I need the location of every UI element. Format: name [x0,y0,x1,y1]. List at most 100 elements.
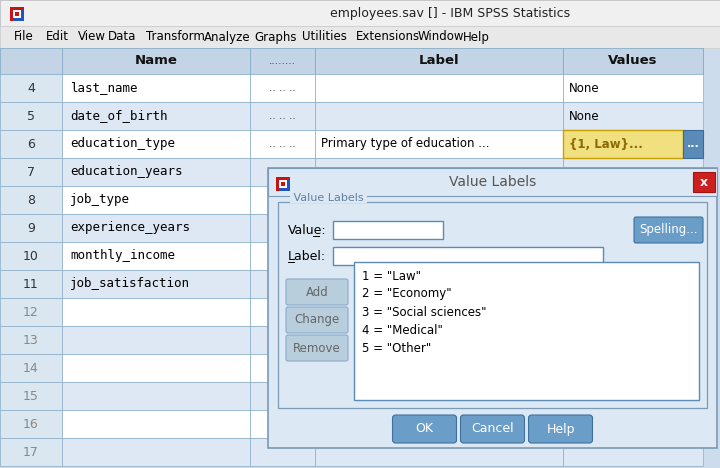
Text: Label:: Label: [288,249,326,263]
Bar [563,214,703,242]
Text: 3 = "Social sciences": 3 = "Social sciences" [362,306,487,319]
Bar [315,326,563,354]
Text: Value:: Value: [288,224,327,236]
Bar [0,326,62,354]
Bar [62,214,250,242]
Text: 2 = "Economy": 2 = "Economy" [362,287,451,300]
Bar [0,130,62,158]
Text: last_name: last_name [70,81,138,95]
Bar [62,242,250,270]
Text: 5: 5 [27,110,35,123]
Bar [0,214,62,242]
Bar [250,242,315,270]
Bar [0,102,62,130]
Text: monthly_income: monthly_income [70,249,175,263]
Text: File: File [14,30,34,44]
Bar [62,410,250,438]
Bar [250,410,315,438]
Bar [683,130,703,158]
Bar [250,186,315,214]
FancyBboxPatch shape [286,307,348,333]
Bar [276,177,287,188]
Bar [13,10,21,18]
Bar [315,158,563,186]
Bar [62,270,250,298]
Bar [563,354,703,382]
Bar [563,130,683,158]
Bar [333,221,443,239]
Text: Label: Label [419,54,459,67]
Bar [250,298,315,326]
Text: Help: Help [463,30,490,44]
Text: education_type: education_type [70,138,175,151]
Bar [15,12,19,16]
Bar [0,410,62,438]
Bar [62,102,250,130]
Bar [250,354,315,382]
Text: Name: Name [135,54,177,67]
Text: OK: OK [415,423,433,436]
Text: 5 = "Other": 5 = "Other" [362,342,431,354]
Text: Transform: Transform [146,30,205,44]
FancyBboxPatch shape [286,335,348,361]
Bar [279,180,290,191]
Text: 9: 9 [27,221,35,234]
Bar [315,242,563,270]
Text: 17: 17 [23,446,39,459]
Text: Analyze: Analyze [204,30,251,44]
Text: 1 = "Law": 1 = "Law" [362,270,421,283]
FancyBboxPatch shape [461,415,524,443]
Bar [315,298,563,326]
FancyBboxPatch shape [392,415,456,443]
Bar [0,48,703,74]
Text: 12: 12 [23,306,39,319]
Text: View: View [78,30,106,44]
Bar [10,7,24,21]
Text: None: None [569,81,600,95]
Text: Extensions: Extensions [356,30,420,44]
Text: Spelling...: Spelling... [639,224,698,236]
Text: 8: 8 [27,193,35,206]
Bar [250,270,315,298]
Bar [315,214,563,242]
Text: 10: 10 [23,249,39,263]
Text: 4: 4 [27,81,35,95]
Bar [250,438,315,466]
Bar [563,102,703,130]
Bar [62,74,250,102]
Bar [279,180,287,188]
Bar [315,186,563,214]
Bar [563,242,703,270]
Bar [62,382,250,410]
Bar [276,177,290,191]
Text: 6: 6 [27,138,35,151]
Bar [693,172,715,192]
Text: x: x [700,176,708,189]
Bar [278,202,707,408]
Bar [0,382,62,410]
Text: Change: Change [294,314,340,327]
Bar [62,298,250,326]
Bar [62,130,250,158]
Bar [563,186,703,214]
Text: employees.sav [] - IBM SPSS Statistics: employees.sav [] - IBM SPSS Statistics [330,7,570,20]
FancyBboxPatch shape [286,279,348,305]
Bar [563,382,703,410]
Bar [62,158,250,186]
Text: experience_years: experience_years [70,221,190,234]
Text: 11: 11 [23,278,39,291]
Text: Data: Data [108,30,136,44]
Text: {1, Law}...: {1, Law}... [569,138,643,151]
Bar [250,326,315,354]
Text: Value Labels: Value Labels [449,175,536,189]
Bar [250,102,315,130]
Text: .. .. ..: .. .. .. [269,139,296,149]
Bar [62,186,250,214]
Bar [315,270,563,298]
Bar [250,214,315,242]
Bar [268,168,717,196]
Text: 14: 14 [23,361,39,374]
Bar [563,74,703,102]
Text: 7: 7 [27,166,35,178]
Bar [62,354,250,382]
